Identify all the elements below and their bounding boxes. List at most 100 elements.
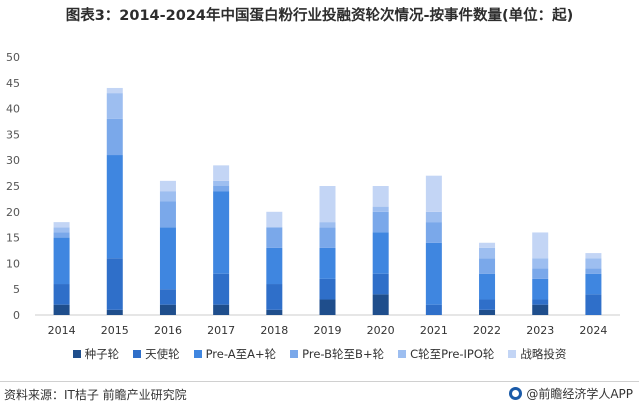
legend-label: 天使轮 — [145, 347, 180, 361]
bar-segment — [213, 186, 230, 192]
bar-segment — [479, 247, 496, 259]
legend-swatch — [508, 350, 517, 358]
legend-label: 种子轮 — [84, 347, 120, 361]
bar-segment — [425, 304, 442, 315]
x-tick-label: 2024 — [579, 324, 607, 337]
bar-segment — [319, 227, 336, 248]
legend-swatch — [193, 350, 202, 358]
bar-segment — [585, 273, 602, 295]
bar-segment — [106, 309, 123, 315]
y-tick-label: 30 — [6, 154, 20, 167]
bar-segment — [479, 309, 496, 315]
bar-segment — [266, 309, 283, 315]
chart-legend: 种子轮 天使轮 Pre-A至A+轮 Pre-B轮至B+轮 C轮至Pre-IPO轮 战略投资 — [0, 346, 639, 362]
legend-item: C轮至Pre-IPO轮 — [398, 346, 494, 362]
y-tick-label: 15 — [6, 232, 20, 245]
bar-segment — [319, 299, 336, 315]
bar-segment — [106, 118, 123, 156]
y-tick-label: 5 — [13, 283, 20, 296]
bar-segment — [159, 180, 176, 192]
bar-segment — [53, 227, 70, 233]
y-tick-label: 10 — [6, 257, 20, 270]
bar-segment — [159, 304, 176, 315]
x-tick-label: 2017 — [207, 324, 235, 337]
bar-segment — [106, 258, 123, 310]
bar-segment — [425, 175, 442, 212]
legend-item: 战略投资 — [508, 346, 566, 362]
bar-segment — [53, 237, 70, 285]
bar-segment — [532, 299, 549, 305]
brand-text: @前瞻经济学人APP — [526, 387, 633, 401]
bar-segment — [319, 278, 336, 300]
bar-segment — [266, 284, 283, 310]
bar-segment — [159, 289, 176, 305]
legend-item: Pre-A至A+轮 — [193, 346, 276, 362]
bar-segment — [53, 222, 70, 228]
bar-segment — [479, 273, 496, 300]
bar-segment — [479, 242, 496, 248]
bar-segment — [585, 294, 602, 315]
bar-segment — [319, 247, 336, 279]
bar-segment — [372, 294, 389, 315]
x-tick-label: 2015 — [101, 324, 129, 337]
y-tick-label: 40 — [6, 103, 20, 116]
bar-segment — [106, 87, 123, 94]
x-tick-label: 2022 — [473, 324, 501, 337]
bar-segment — [372, 232, 389, 274]
y-tick-label: 0 — [13, 309, 20, 322]
stacked-bar-chart: 0 5 10 15 20 25 30 35 40 45 50 2014 2015 2016 2017 2018… — [6, 51, 620, 337]
bar-segment — [159, 201, 176, 228]
y-tick-label: 35 — [6, 128, 20, 141]
bar-segment — [532, 258, 549, 269]
bar-segment — [532, 268, 549, 279]
bar-segment — [266, 247, 283, 285]
bar-segment — [106, 155, 123, 259]
bar-segment — [266, 211, 283, 228]
bar-segment — [266, 227, 283, 248]
x-tick-label: 2018 — [260, 324, 288, 337]
y-tick-label: 50 — [6, 51, 20, 64]
bar-segment — [372, 206, 389, 212]
bar-segment — [479, 258, 496, 274]
x-tick-label: 2020 — [367, 324, 395, 337]
bar-segment — [319, 186, 336, 223]
legend-item: Pre-B轮至B+轮 — [290, 346, 384, 362]
bar-segment — [213, 180, 230, 186]
bar-segment — [213, 273, 230, 305]
bar-segment — [585, 268, 602, 274]
bar-segment — [213, 165, 230, 181]
footer-divider — [0, 381, 639, 382]
brand-credit: @前瞻经济学人APP — [509, 385, 633, 402]
chart-title: 图表3：2014-2024年中国蛋白粉行业投融资轮次情况-按事件数量(单位：起) — [65, 8, 574, 24]
legend-label: 战略投资 — [520, 347, 567, 361]
legend-item: 种子轮 — [72, 346, 120, 362]
bar-segment — [425, 222, 442, 243]
y-tick-label: 45 — [6, 77, 20, 90]
bar-segment — [532, 232, 549, 259]
bar-segment — [53, 232, 70, 238]
legend-label: Pre-B轮至B+轮 — [302, 347, 385, 361]
bar-segment — [53, 284, 70, 305]
bar-segment — [372, 211, 389, 233]
bar-segment — [479, 299, 496, 310]
x-tick-label: 2023 — [526, 324, 554, 337]
bar-segment — [532, 304, 549, 315]
legend-label: C轮至Pre-IPO轮 — [410, 347, 495, 361]
x-tick-label: 2016 — [154, 324, 182, 337]
y-tick-label: 20 — [6, 206, 20, 219]
bar-segment — [213, 191, 230, 274]
bar-segment — [106, 93, 123, 119]
legend-swatch — [398, 350, 407, 358]
bar-segment — [372, 273, 389, 295]
bar-segment — [159, 227, 176, 290]
legend-swatch — [72, 350, 81, 358]
legend-item: 天使轮 — [133, 346, 180, 362]
x-tick-label: 2019 — [314, 324, 342, 337]
legend-swatch — [133, 350, 142, 358]
bar-segment — [532, 278, 549, 300]
bar-segment — [425, 242, 442, 305]
bar-segment — [159, 191, 176, 202]
bar-segment — [372, 186, 389, 207]
bar-segment — [585, 258, 602, 269]
